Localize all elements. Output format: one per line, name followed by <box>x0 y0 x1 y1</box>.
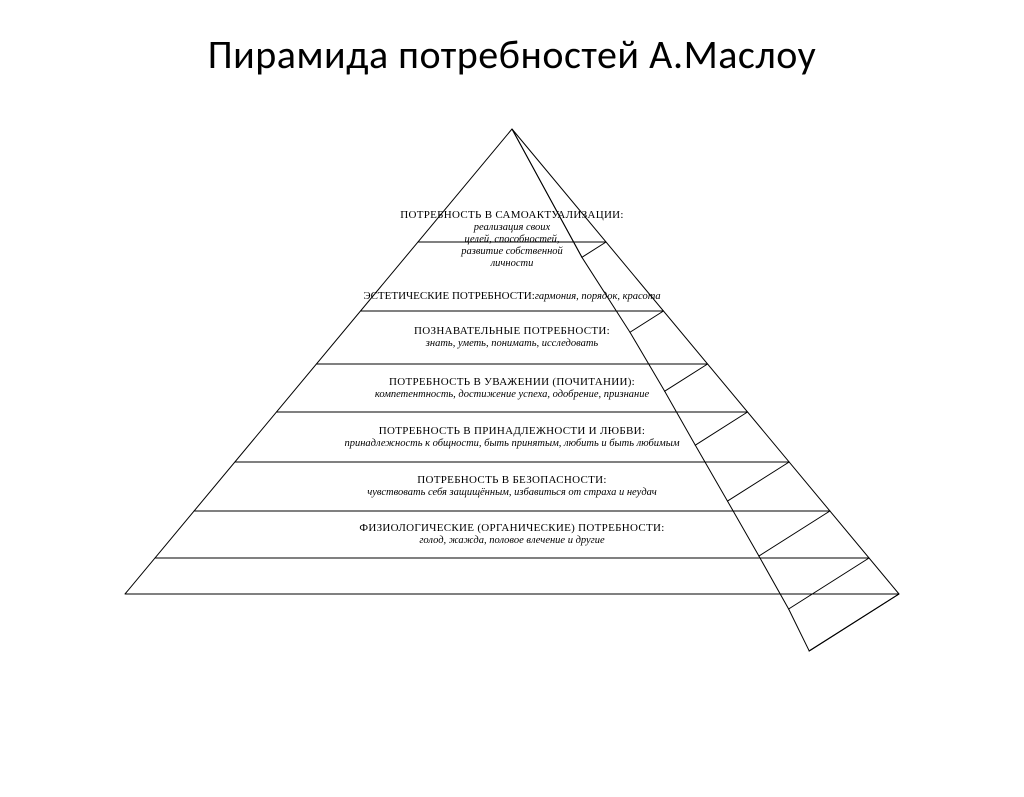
pyramid-diagram: ПОТРЕБНОСТЬ В САМОАКТУАЛИЗАЦИИ: реализац… <box>0 89 1024 709</box>
pyramid-svg <box>0 89 1024 709</box>
page-title: Пирамида потребностей А.Маслоу <box>0 30 1024 79</box>
